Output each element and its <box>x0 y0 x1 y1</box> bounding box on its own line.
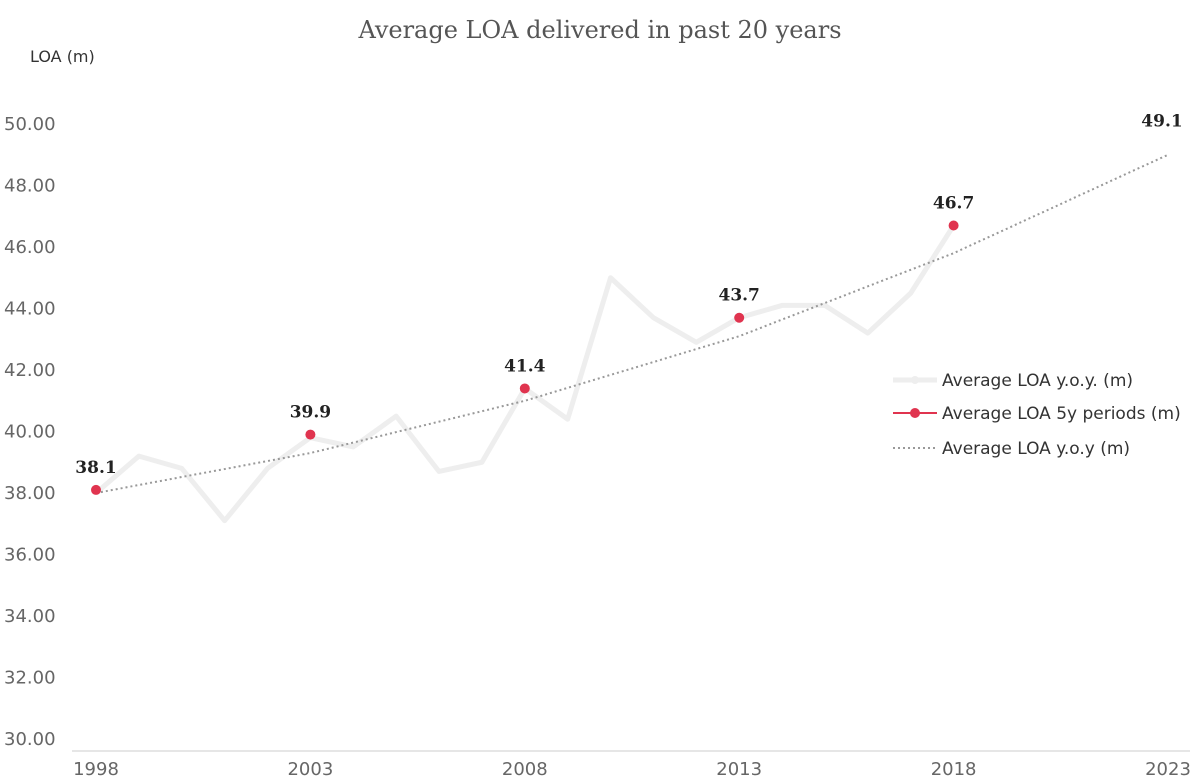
legend-marker-5y <box>910 408 920 418</box>
x-axis: 1998 2003 2008 2013 2018 2023 <box>73 759 1191 780</box>
y-tick-label: 38.00 <box>4 483 56 504</box>
x-tick-label: 2018 <box>931 759 977 780</box>
trend-end-label: 49.1 <box>1141 112 1182 132</box>
y-tick-label: 46.00 <box>4 237 56 258</box>
legend-marker-yoy <box>911 376 919 384</box>
y-tick-label: 42.00 <box>4 360 56 381</box>
legend-label-5y: Average LOA 5y periods (m) <box>942 404 1181 424</box>
y-tick-label: 50.00 <box>4 114 56 135</box>
y-tick-label: 34.00 <box>4 606 56 627</box>
y-tick-label: 44.00 <box>4 299 56 320</box>
x-tick-label: 2003 <box>287 759 333 780</box>
marker-label: 46.7 <box>933 193 974 213</box>
marker-label: 38.1 <box>75 458 116 478</box>
marker-5y-period <box>305 429 316 440</box>
y-tick-label: 30.00 <box>4 729 56 750</box>
marker-label: 41.4 <box>504 356 546 376</box>
marker-5y-period <box>734 312 745 323</box>
marker-label: 39.9 <box>290 403 331 423</box>
marker-5y-period <box>91 484 101 495</box>
x-tick-label: 2008 <box>502 759 548 780</box>
x-tick-label: 1998 <box>73 759 119 780</box>
y-tick-label: 32.00 <box>4 668 56 689</box>
marker-label: 43.7 <box>718 286 759 306</box>
y-axis-label: LOA (m) <box>30 47 95 66</box>
series-layer <box>91 153 1169 524</box>
chart-title: Average LOA delivered in past 20 years <box>357 16 841 44</box>
marker-5y-period <box>948 220 959 231</box>
legend: Average LOA y.o.y. (m) Average LOA 5y per… <box>893 371 1181 459</box>
x-tick-label: 2023 <box>1145 759 1191 780</box>
marker-5y-period <box>519 383 530 394</box>
legend-label-trend: Average LOA y.o.y (m) <box>942 439 1130 459</box>
data-labels: 49.1 38.1 39.9 41.4 43.7 46.7 <box>75 112 1182 478</box>
x-tick-label: 2013 <box>716 759 762 780</box>
legend-label-yoy: Average LOA y.o.y. (m) <box>942 371 1133 391</box>
y-tick-label: 48.00 <box>4 176 56 197</box>
y-tick-label: 36.00 <box>4 545 56 566</box>
series-line-trend <box>95 153 1169 494</box>
y-axis: 30.00 32.00 34.00 36.00 38.00 40.00 42.00 44.00… <box>4 114 56 750</box>
y-tick-label: 40.00 <box>4 422 56 443</box>
